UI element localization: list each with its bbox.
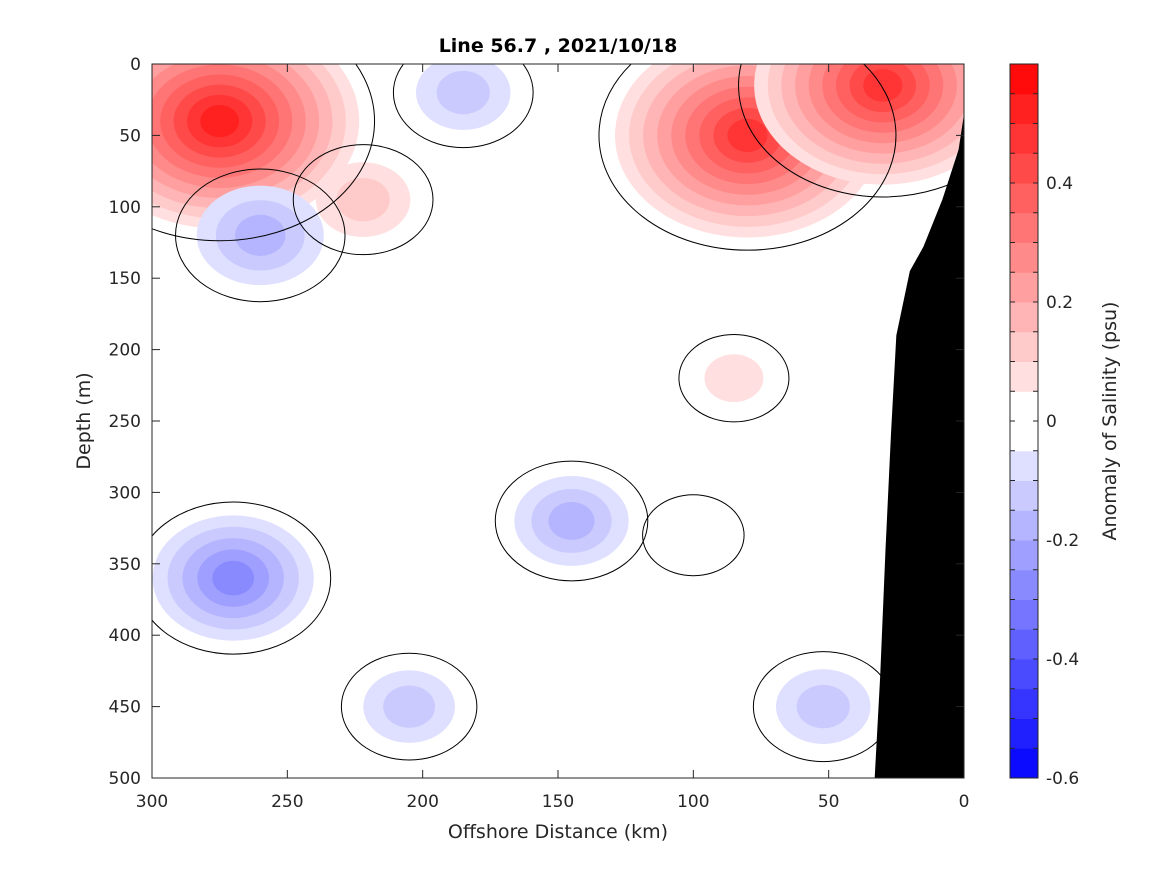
y-axis: 0 50 100 150 200 250 300 350 400 450 500 [109, 55, 964, 789]
y-tick-label: 150 [109, 269, 141, 289]
zero-contour [392, 64, 534, 149]
anomaly-level [548, 501, 595, 540]
y-axis-label: Depth (m) [73, 372, 95, 469]
zero-contour [738, 64, 964, 198]
anomaly-feature-11 [514, 476, 629, 566]
y-tick-label: 300 [109, 483, 141, 503]
bathymetry-shelf [874, 113, 964, 779]
colorbar-level [1010, 361, 1038, 392]
colorbar-level [1010, 599, 1038, 630]
x-tick-label: 250 [271, 792, 303, 812]
colorbar-level [1010, 629, 1038, 660]
colorbar-level [1010, 748, 1038, 779]
anomaly-feature-5 [704, 354, 764, 403]
zero-contour [494, 460, 649, 582]
y-tick-label: 250 [109, 412, 141, 432]
zero-contour [175, 168, 346, 303]
colorbar-tick-label: 0 [1046, 412, 1057, 432]
colorbar-level [1010, 242, 1038, 273]
x-tick-label: 50 [818, 792, 840, 812]
anomaly-feature-3 [754, 64, 964, 185]
zero-contour [340, 652, 478, 761]
x-tick-label: 100 [677, 792, 709, 812]
zero-contour [642, 494, 745, 577]
salinity-anomaly-field [152, 64, 964, 744]
colorbar-level [1010, 123, 1038, 154]
anomaly-level [200, 104, 240, 138]
anomaly-level [336, 177, 390, 222]
zero-contour [152, 501, 332, 655]
anomaly-level [436, 70, 490, 115]
y-tick-label: 50 [119, 126, 141, 146]
colorbar-level [1010, 212, 1038, 243]
colorbar-level [1010, 272, 1038, 303]
colorbar-level [1010, 331, 1038, 362]
colorbar-tick-label: 0.2 [1046, 293, 1073, 313]
x-tick-label: 300 [136, 792, 168, 812]
x-axis-label: Offshore Distance (km) [448, 821, 668, 843]
zero-contour-lines [152, 64, 964, 763]
chart-title: Line 56.7 , 2021/10/18 [439, 35, 678, 57]
anomaly-feature-7 [196, 185, 324, 286]
colorbar-level [1010, 421, 1038, 452]
y-tick-label: 450 [109, 698, 141, 718]
y-tick-label: 0 [130, 55, 141, 75]
anomaly-feature-12 [776, 669, 871, 744]
colorbar-level [1010, 153, 1038, 184]
y-tick-label: 100 [109, 198, 141, 218]
zero-contour [292, 144, 434, 256]
colorbar-level [1010, 64, 1038, 95]
x-axis: 300 250 200 150 100 50 0 [136, 64, 970, 812]
colorbar-level [1010, 302, 1038, 333]
zero-contour [152, 64, 375, 242]
colorbar-tick-label: 0.4 [1046, 174, 1073, 194]
colorbar-level [1010, 688, 1038, 719]
colorbar-level [1010, 183, 1038, 214]
zero-contour [678, 333, 790, 423]
anomaly-level [383, 685, 436, 728]
colorbar-level [1010, 391, 1038, 422]
anomaly-feature-1 [152, 64, 360, 229]
colorbar-label: Anomaly of Salinity (psu) [1099, 302, 1121, 541]
colorbar-level [1010, 510, 1038, 541]
anomaly-feature-8 [416, 64, 511, 130]
colorbar: -0.6 -0.4 -0.2 0 0.2 0.4 [1009, 63, 1079, 789]
colorbar-level [1010, 718, 1038, 749]
colorbar-tick-label: -0.2 [1046, 531, 1079, 551]
anomaly-feature-4 [315, 162, 411, 238]
colorbar-level [1010, 569, 1038, 600]
colorbar-level [1010, 659, 1038, 690]
y-tick-label: 500 [109, 769, 141, 789]
colorbar-level [1010, 480, 1038, 511]
anomaly-feature-9 [152, 515, 314, 641]
zero-contour [598, 64, 897, 251]
x-tick-label: 0 [959, 792, 970, 812]
colorbar-tick-label: -0.6 [1046, 769, 1079, 789]
anomaly-level [704, 354, 764, 403]
anomaly-level [863, 69, 903, 102]
anomaly-level [727, 118, 768, 153]
colorbar-level [1010, 93, 1038, 124]
y-tick-label: 350 [109, 555, 141, 575]
y-tick-label: 400 [109, 626, 141, 646]
x-tick-label: 200 [406, 792, 438, 812]
x-tick-label: 150 [542, 792, 574, 812]
y-tick-label: 200 [109, 341, 141, 361]
anomaly-level [796, 684, 850, 729]
anomaly-feature-10 [363, 670, 455, 743]
colorbar-tick-label: -0.4 [1046, 650, 1079, 670]
colorbar-level [1010, 540, 1038, 571]
anomaly-level [212, 560, 255, 596]
colorbar-level [1010, 450, 1038, 481]
anomaly-level [235, 214, 286, 256]
